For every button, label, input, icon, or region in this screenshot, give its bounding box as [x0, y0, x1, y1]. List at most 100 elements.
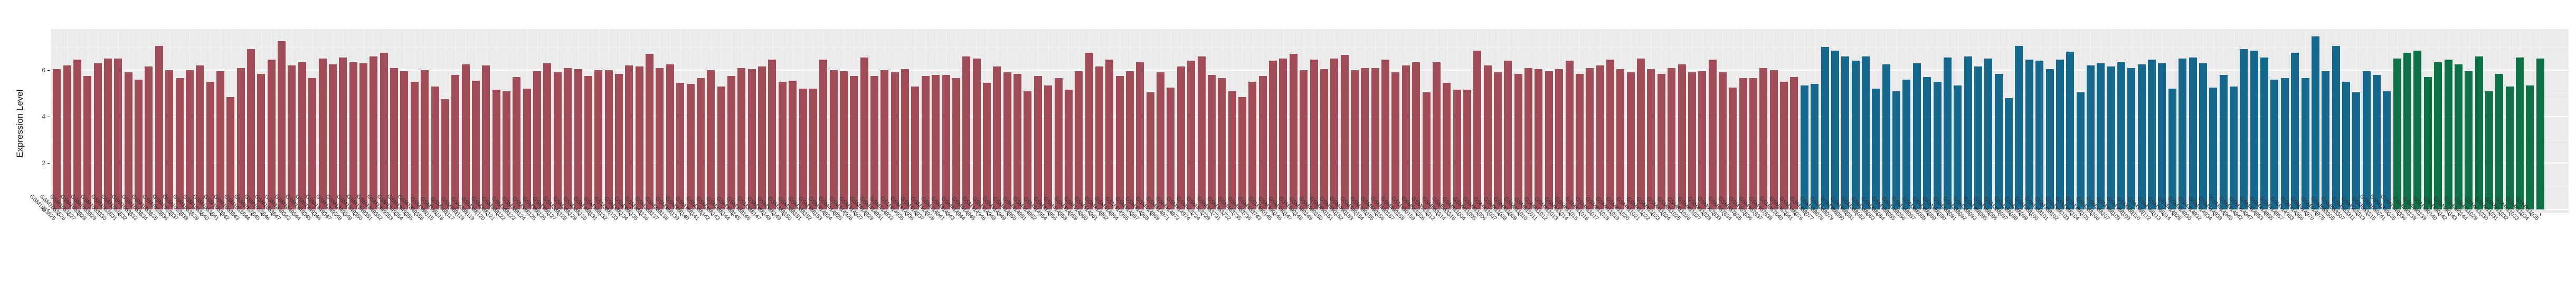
bar — [2209, 88, 2217, 209]
bar — [901, 69, 909, 209]
x-tick-mark — [1191, 213, 1192, 216]
bar — [1709, 60, 1717, 209]
bar — [993, 66, 1001, 209]
x-tick-mark — [118, 213, 119, 216]
bar — [1535, 69, 1542, 209]
bar — [2383, 91, 2391, 209]
bar — [1238, 97, 1246, 209]
bar — [891, 72, 899, 209]
bar — [411, 82, 419, 209]
x-tick-mark — [343, 213, 344, 216]
bar — [155, 46, 163, 209]
bar — [1719, 72, 1727, 209]
bar — [1555, 69, 1563, 209]
bar — [1453, 90, 1461, 209]
bar — [451, 75, 459, 209]
bar — [472, 81, 480, 209]
x-tick-mark — [1733, 213, 1734, 216]
bar — [2352, 92, 2360, 209]
bar — [1770, 70, 1778, 209]
x-tick-mark — [854, 213, 855, 216]
x-tick-mark — [312, 213, 313, 216]
bar — [636, 66, 643, 209]
y-tick-mark — [48, 163, 50, 164]
bar — [288, 65, 296, 209]
bar — [2393, 59, 2401, 209]
bar — [1964, 56, 1972, 209]
bar — [53, 69, 61, 209]
bar — [94, 63, 102, 209]
bar — [2097, 63, 2105, 209]
bar — [564, 68, 572, 209]
bar — [1024, 91, 1031, 209]
bar — [2465, 71, 2473, 209]
bar — [697, 78, 705, 209]
x-tick-mark — [1855, 213, 1856, 216]
bar — [2005, 98, 2013, 209]
bar — [1984, 59, 1992, 209]
x-tick-mark — [547, 213, 548, 216]
bar — [799, 89, 807, 209]
x-tick-mark — [2520, 213, 2521, 216]
bar — [789, 81, 797, 209]
x-tick-mark — [251, 213, 252, 216]
bar — [165, 70, 173, 209]
bar — [2281, 78, 2289, 209]
bar — [2536, 59, 2544, 209]
bar — [206, 82, 214, 209]
bar — [942, 75, 950, 209]
bar — [1749, 78, 1757, 209]
bar — [1892, 91, 1900, 209]
bar — [1678, 64, 1686, 209]
x-tick-mark — [1283, 213, 1284, 216]
bar — [1637, 59, 1645, 209]
x-tick-mark — [394, 213, 395, 216]
x-tick-mark — [353, 213, 354, 216]
bar — [2485, 91, 2493, 209]
bar — [1759, 68, 1767, 209]
bar — [1913, 63, 1921, 209]
bar — [2495, 74, 2503, 209]
bar — [880, 70, 888, 209]
bar — [1944, 58, 1952, 209]
bar — [2291, 53, 2299, 209]
bar — [2260, 58, 2268, 209]
bar — [922, 76, 930, 209]
x-tick-mark — [1365, 213, 1366, 216]
x-tick-mark — [1702, 213, 1703, 216]
bar — [1014, 74, 1021, 209]
gridline-major — [51, 70, 2569, 71]
gridline-major — [51, 209, 2569, 210]
x-tick-mark — [925, 213, 926, 216]
y-tick-label: 4 — [42, 113, 45, 120]
x-tick-mark — [1211, 213, 1212, 216]
x-tick-mark — [67, 213, 68, 216]
x-tick-mark — [629, 213, 630, 216]
x-tick-mark — [2397, 213, 2398, 216]
bar — [1157, 72, 1164, 209]
bar — [1514, 74, 1522, 209]
x-tick-mark — [2448, 213, 2449, 216]
x-tick-mark — [762, 213, 763, 216]
x-tick-mark — [179, 213, 180, 216]
x-tick-mark — [578, 213, 579, 216]
bar — [1821, 47, 1829, 209]
bar — [768, 60, 776, 209]
x-tick-mark — [2223, 213, 2224, 216]
bar — [2526, 85, 2534, 209]
x-tick-mark — [987, 213, 988, 216]
bar — [1923, 77, 1931, 209]
x-tick-mark — [1416, 213, 1417, 216]
bar — [1862, 56, 1870, 209]
bar — [1208, 75, 1216, 209]
bar — [1044, 85, 1052, 209]
bar — [104, 59, 112, 209]
bar — [73, 60, 81, 209]
x-tick-mark — [1712, 213, 1713, 216]
bar — [870, 76, 878, 209]
bar — [513, 77, 520, 209]
gridline-major — [51, 116, 2569, 117]
x-tick-mark — [1569, 213, 1570, 216]
bar — [1433, 62, 1441, 209]
x-tick-mark — [639, 213, 640, 216]
